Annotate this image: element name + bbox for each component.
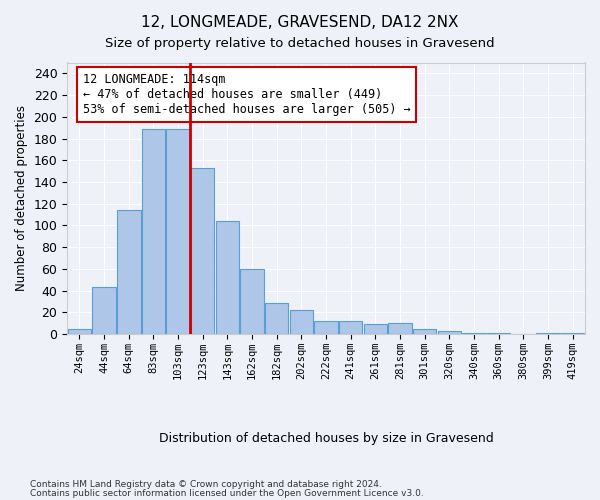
Text: Size of property relative to detached houses in Gravesend: Size of property relative to detached ho… [105, 38, 495, 51]
Bar [191, 168, 214, 334]
Bar [413, 328, 436, 334]
Bar [314, 321, 338, 334]
Text: 12 LONGMEADE: 114sqm
← 47% of detached houses are smaller (449)
53% of semi-deta: 12 LONGMEADE: 114sqm ← 47% of detached h… [83, 74, 410, 116]
Bar [536, 333, 560, 334]
Text: Contains HM Land Registry data © Crown copyright and database right 2024.: Contains HM Land Registry data © Crown c… [30, 480, 382, 489]
Bar [216, 221, 239, 334]
Text: Contains public sector information licensed under the Open Government Licence v3: Contains public sector information licen… [30, 488, 424, 498]
Y-axis label: Number of detached properties: Number of detached properties [15, 106, 28, 292]
Bar [339, 321, 362, 334]
Bar [487, 333, 511, 334]
X-axis label: Distribution of detached houses by size in Gravesend: Distribution of detached houses by size … [159, 432, 493, 445]
Bar [364, 324, 387, 334]
Bar [68, 328, 91, 334]
Bar [92, 288, 116, 334]
Bar [166, 129, 190, 334]
Bar [117, 210, 140, 334]
Bar [463, 333, 486, 334]
Bar [388, 323, 412, 334]
Text: 12, LONGMEADE, GRAVESEND, DA12 2NX: 12, LONGMEADE, GRAVESEND, DA12 2NX [141, 15, 459, 30]
Bar [241, 269, 264, 334]
Bar [290, 310, 313, 334]
Bar [561, 333, 584, 334]
Bar [265, 302, 289, 334]
Bar [142, 129, 165, 334]
Bar [437, 331, 461, 334]
